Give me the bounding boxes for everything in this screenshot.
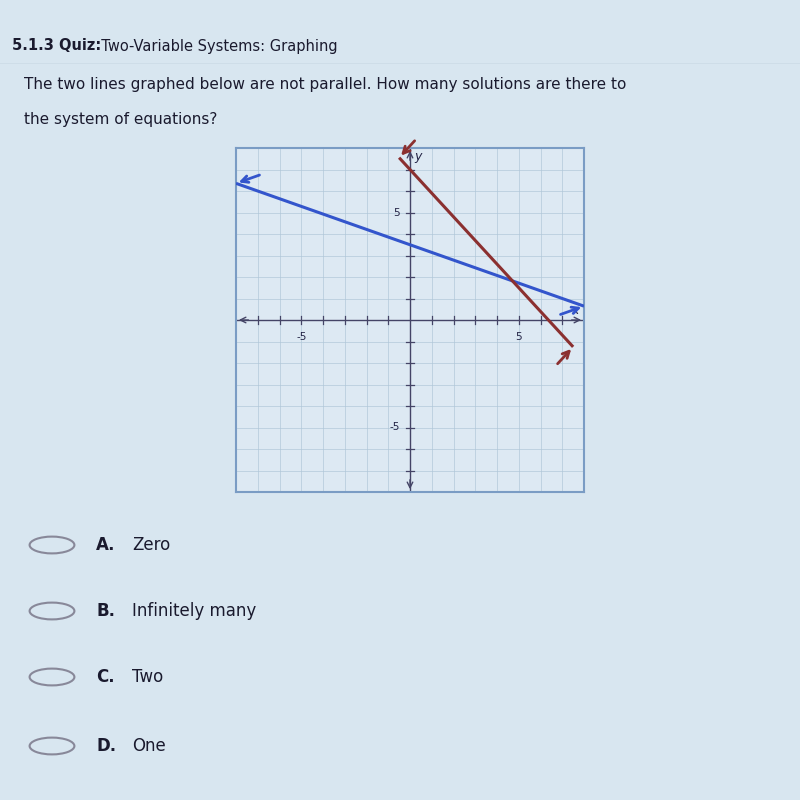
Text: B.: B. [96,602,115,620]
Text: A.: A. [96,536,115,554]
Text: D.: D. [96,737,116,755]
Text: Two-Variable Systems: Graphing: Two-Variable Systems: Graphing [92,38,338,54]
Text: C.: C. [96,668,114,686]
Text: Two: Two [132,668,163,686]
Text: 5.1.3 Quiz:: 5.1.3 Quiz: [12,38,102,54]
Text: The two lines graphed below are not parallel. How many solutions are there to: The two lines graphed below are not para… [24,77,626,92]
Text: 5: 5 [515,332,522,342]
Text: y: y [414,150,422,163]
Text: -5: -5 [296,332,306,342]
Text: Infinitely many: Infinitely many [132,602,256,620]
Text: -5: -5 [390,422,400,433]
Text: Zero: Zero [132,536,170,554]
Text: 5: 5 [394,207,400,218]
Text: One: One [132,737,166,755]
Text: x: x [572,304,579,317]
Text: the system of equations?: the system of equations? [24,112,218,127]
